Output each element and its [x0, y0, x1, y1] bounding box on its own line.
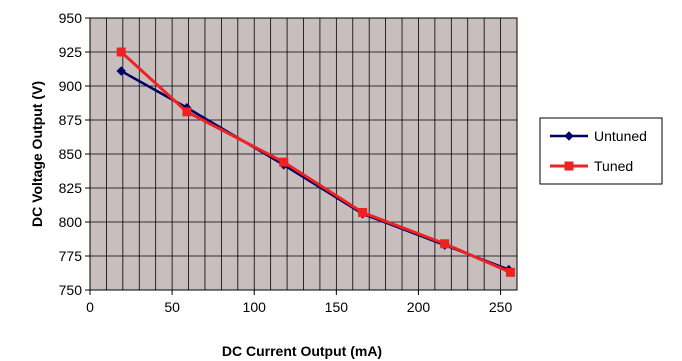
- data-point: [440, 239, 450, 249]
- y-axis-label: DC Voltage Output (V): [29, 81, 45, 227]
- data-point: [358, 207, 368, 217]
- x-axis-label: DC Current Output (mA): [222, 343, 382, 359]
- y-axis-ticks: 750 775 800 825 850 875 900 925 950: [59, 10, 90, 298]
- legend-entry: Untuned: [550, 128, 647, 144]
- x-axis-ticks: 0 50 100 150 200 250: [86, 290, 512, 315]
- data-point: [564, 161, 574, 171]
- y-tick-label: 750: [59, 282, 83, 298]
- y-tick-label: 875: [59, 112, 83, 128]
- y-tick-label: 825: [59, 180, 83, 196]
- x-tick-label: 100: [243, 299, 267, 315]
- x-tick-label: 50: [164, 299, 180, 315]
- data-point: [505, 267, 515, 277]
- x-tick-label: 0: [86, 299, 94, 315]
- data-point: [279, 157, 289, 167]
- legend: Untuned Tuned: [539, 117, 663, 185]
- x-tick-label: 150: [325, 299, 349, 315]
- y-tick-label: 775: [59, 248, 83, 264]
- data-point: [116, 66, 126, 76]
- legend-box: [539, 117, 663, 185]
- y-tick-label: 800: [59, 214, 83, 230]
- y-tick-label: 925: [59, 44, 83, 60]
- legend-label: Untuned: [594, 128, 647, 144]
- data-point: [564, 131, 574, 141]
- y-tick-label: 850: [59, 146, 83, 162]
- series-layer: [116, 47, 515, 277]
- y-tick-label: 900: [59, 78, 83, 94]
- legend-entry: Tuned: [550, 158, 633, 174]
- y-tick-label: 950: [59, 10, 83, 26]
- data-point: [116, 47, 126, 57]
- major-gridlines: [90, 51, 517, 257]
- x-tick-label: 250: [489, 299, 513, 315]
- x-tick-label: 200: [407, 299, 431, 315]
- series-tuned: [116, 47, 515, 277]
- series-line: [120, 50, 512, 274]
- data-point: [182, 107, 192, 117]
- legend-label: Tuned: [594, 158, 633, 174]
